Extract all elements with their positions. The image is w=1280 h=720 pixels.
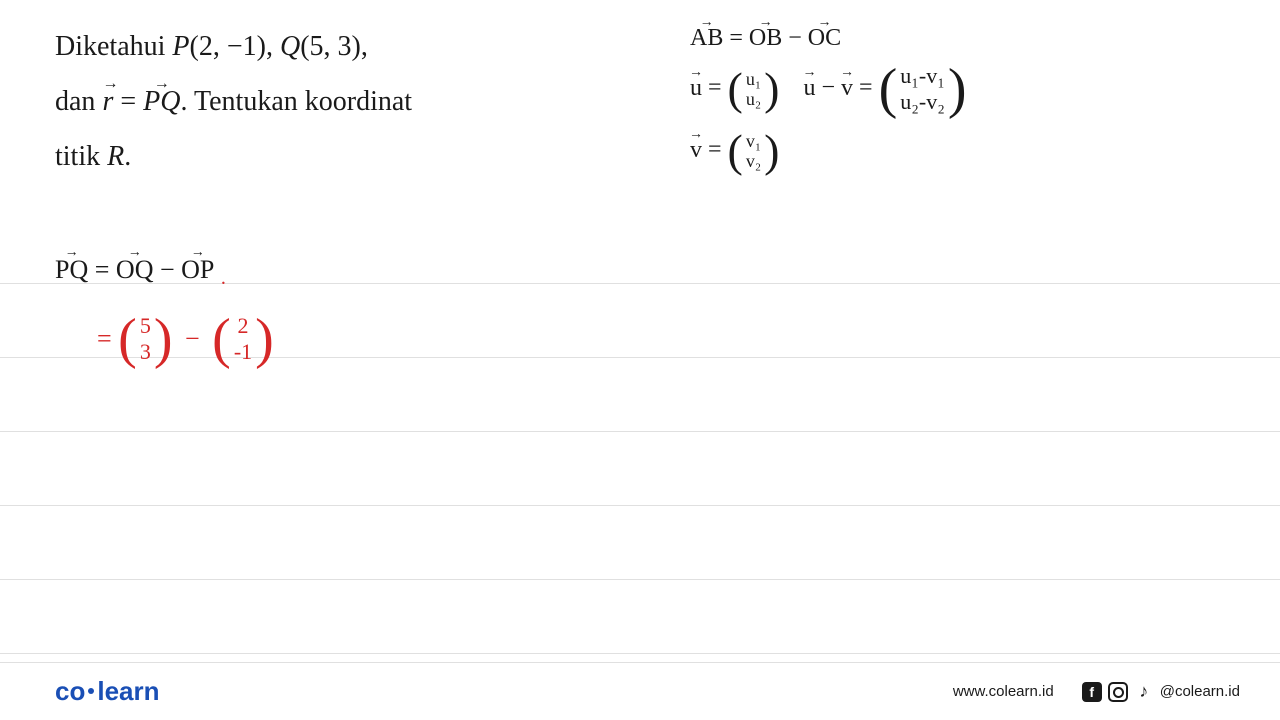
v-components: ( v₁v₂ ) [728, 120, 780, 182]
work-PQ: →PQ [55, 255, 88, 285]
uv-diff-components: ( u₁-v₁u₂-v₂ ) [879, 58, 967, 120]
social-links: f ♪ @colearn.id [1082, 682, 1240, 702]
vector-u: →u [690, 75, 702, 102]
vector-v: →v [690, 137, 702, 164]
text: . [124, 141, 131, 172]
coords-Q: (5, 3), [300, 31, 368, 62]
vector-OB: →OB [749, 25, 782, 52]
coords-P: (2, −1), [190, 31, 280, 62]
work-OQ: →OQ [116, 255, 154, 285]
footer-url: www.colearn.id [953, 683, 1054, 700]
vector-PQ: →PQ [143, 75, 180, 128]
instagram-icon [1108, 682, 1128, 702]
footer: colearn www.colearn.id f ♪ @colearn.id [0, 662, 1280, 720]
tiktok-icon: ♪ [1134, 682, 1154, 702]
brand-logo: colearn [55, 676, 160, 707]
vector-v2: →v [841, 75, 853, 102]
formula-reference: →AB = →OB − →OC →u = ( u₁u₂ ) →u − →v = … [690, 25, 1240, 188]
point-R: R [107, 141, 124, 172]
vector-u2: →u [803, 75, 815, 102]
OP-components: ( 2-1 ) [212, 308, 274, 370]
text: . Tentukan koordinat [180, 86, 412, 117]
point-P: P [172, 31, 189, 62]
text: Diketahui [55, 31, 172, 62]
text: titik [55, 141, 107, 172]
facebook-icon: f [1082, 682, 1102, 702]
problem-statement: Diketahui P(2, −1), Q(5, 3), dan →r = →P… [55, 20, 555, 184]
u-components: ( u₁u₂ ) [728, 58, 780, 120]
social-handle: @colearn.id [1160, 683, 1240, 700]
point-Q: Q [280, 31, 300, 62]
text: dan [55, 86, 102, 117]
worked-solution: →PQ = →OQ − →OP . = ( 53 ) − ( 2-1 ) [55, 255, 274, 370]
work-OP: →OP [181, 255, 214, 285]
vector-r: →r [102, 75, 113, 128]
vector-AB: →AB [690, 25, 723, 52]
vector-OC: →OC [808, 25, 841, 52]
OQ-components: ( 53 ) [118, 308, 172, 370]
